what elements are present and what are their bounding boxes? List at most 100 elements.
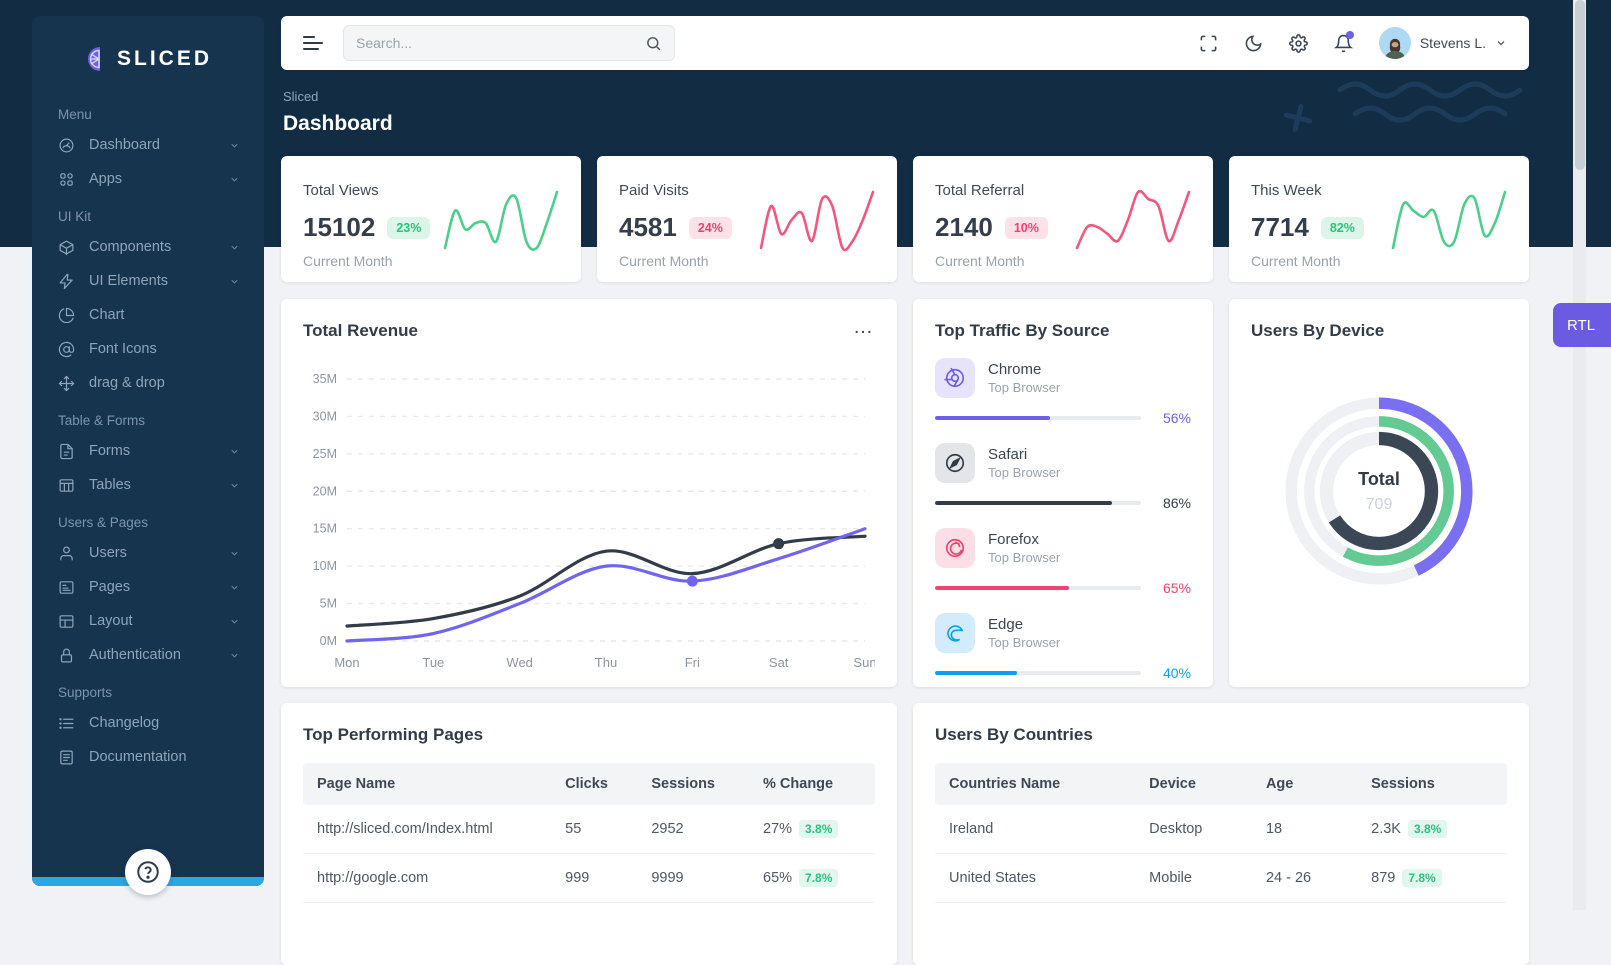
sidebar-item-changelog[interactable]: Changelog [58, 706, 240, 740]
traffic-item-sub: Top Browser [988, 380, 1061, 395]
svg-text:15M: 15M [313, 522, 337, 536]
sidebar-item-drag-drop[interactable]: drag & drop [58, 366, 240, 400]
top-performing-pages-card: Top Performing Pages Page Name Clicks Sess… [281, 703, 897, 965]
menu-toggle-button[interactable] [303, 32, 323, 54]
sidebar-item-layout[interactable]: Layout [58, 604, 240, 638]
pages-card-title: Top Performing Pages [303, 725, 484, 744]
pages-table-cell: 9999 [637, 853, 750, 903]
sidebar-item-forms[interactable]: Forms [58, 434, 240, 468]
help-button[interactable] [125, 849, 171, 895]
sidebar-item-users[interactable]: Users [58, 536, 240, 570]
table-row[interactable]: http://google.com 999 9999 65% 7.8% [303, 853, 875, 903]
firefox-icon [935, 528, 975, 568]
wave-decoration [1337, 81, 1523, 123]
search-box [343, 25, 675, 61]
brand-logo[interactable]: SLICED [32, 30, 264, 88]
table-row[interactable]: Ireland Desktop 18 2.3K 3.8% [935, 805, 1507, 854]
svg-text:30M: 30M [313, 409, 337, 423]
sidebar-item-pages[interactable]: Pages [58, 570, 240, 604]
notifications-button[interactable] [1333, 30, 1354, 53]
traffic-item-head: Chrome Top Browser [935, 358, 1191, 398]
safari-icon [935, 443, 975, 483]
scrollbar-thumb[interactable] [1574, 0, 1585, 170]
breadcrumb[interactable]: Sliced [283, 89, 319, 104]
chrome-icon [935, 358, 975, 398]
traffic-percent-label: 86% [1162, 495, 1191, 511]
series-purple-marker[interactable] [686, 575, 698, 587]
countries-table-header: Sessions [1357, 763, 1507, 805]
sidebar: SLICED Menu Dashboard Apps UI Kit Components… [32, 16, 264, 895]
change-badge: 3.8% [1407, 820, 1448, 838]
traffic-item-sub: Top Browser [988, 465, 1061, 480]
traffic-progress-fill [935, 586, 1069, 590]
sidebar-section-label: Users & Pages [58, 515, 149, 530]
chevron-down-icon [231, 245, 238, 250]
svg-text:Thu: Thu [595, 655, 617, 670]
sidebar-item-chart[interactable]: Chart [58, 298, 240, 332]
stat-card-value-row: 15102 23% [303, 212, 559, 243]
chevron-down-icon [229, 616, 240, 627]
stat-card-total-referral: Total Referral 2140 10% Current Month [913, 156, 1213, 282]
sidebar-item-dashboard[interactable]: Dashboard [58, 128, 240, 162]
rtl-toggle-button[interactable]: RTL [1553, 303, 1611, 347]
users-icon [58, 544, 76, 562]
sidebar-item-authentication[interactable]: Authentication [58, 638, 240, 672]
pages-table-cell: 27% 3.8% [749, 805, 875, 854]
more-options-icon[interactable]: … [853, 316, 875, 338]
chevron-down-icon [229, 480, 240, 491]
traffic-percent-label: 65% [1162, 580, 1191, 596]
table-row[interactable]: United States Mobile 24 - 26 879 7.8% [935, 853, 1507, 903]
documentation-icon [58, 748, 76, 766]
traffic-item-chrome: Chrome Top Browser 56% [935, 358, 1191, 426]
sidebar-item-tables[interactable]: Tables [58, 468, 240, 502]
chevron-down-icon [231, 177, 238, 182]
series-purple [345, 527, 867, 643]
sidebar-item-label: Dashboard [89, 137, 160, 153]
svg-text:0M: 0M [320, 634, 337, 648]
traffic-percent-label: 40% [1162, 665, 1191, 681]
traffic-progress-track [935, 586, 1141, 590]
stat-card-title: Total Views [303, 182, 379, 199]
bell-icon [1333, 34, 1353, 52]
countries-table-cell: Ireland [935, 805, 1136, 854]
table-row[interactable]: http://sliced.com/Index.html 55 2952 27% 3.8… [303, 805, 875, 854]
moon-icon [1245, 34, 1262, 51]
fullscreen-button[interactable] [1199, 34, 1218, 53]
sidebar-item-documentation[interactable]: Documentation [58, 740, 240, 774]
svg-text:Fri: Fri [685, 655, 700, 670]
sidebar-item-font-icons[interactable]: Font Icons [58, 332, 240, 366]
stat-card-badge: 10% [1004, 216, 1048, 239]
device-card-title: Users By Device [1251, 321, 1385, 340]
traffic-item-text: Safari Top Browser [988, 446, 1060, 480]
page-scrollbar[interactable] [1573, 0, 1586, 910]
search-input[interactable] [356, 35, 645, 51]
user-menu[interactable]: Stevens L. [1378, 27, 1507, 59]
countries-table-cell: 24 - 26 [1251, 853, 1358, 903]
pages-table-cell: 65% 7.8% [749, 853, 875, 903]
sidebar-item-label: Chart [89, 307, 125, 323]
notification-dot [1345, 30, 1354, 39]
fullscreen-icon [1200, 35, 1217, 51]
countries-table-header: Age [1251, 763, 1358, 805]
sidebar-item-components[interactable]: Components [58, 230, 240, 264]
sidebar-nav: Menu Dashboard Apps UI Kit Components UI Elem… [32, 88, 264, 774]
chevron-down-icon [231, 585, 238, 590]
svg-text:Tue: Tue [422, 655, 444, 670]
gear-icon [1288, 33, 1308, 53]
series-dark-marker[interactable] [773, 538, 785, 550]
sidebar-item-ui-elements[interactable]: UI Elements [58, 264, 240, 298]
countries-table: Countries Name Device Age Sessions Ireland De… [935, 763, 1507, 903]
stat-card-title: Total Referral [935, 182, 1025, 199]
search-icon[interactable] [645, 35, 662, 52]
stat-card-value-row: 2140 10% [935, 212, 1191, 243]
traffic-percent-label: 56% [1162, 410, 1191, 426]
traffic-item-name: Safari [988, 446, 1028, 463]
svg-text:5M: 5M [320, 597, 337, 611]
sidebar-item-apps[interactable]: Apps [58, 162, 240, 196]
dark-mode-button[interactable] [1244, 34, 1263, 53]
settings-button[interactable] [1288, 33, 1308, 53]
sidebar-item-label: Apps [89, 171, 123, 187]
chevron-down-icon [231, 551, 238, 556]
avatar [1378, 27, 1411, 59]
pages-table-header: Clicks [551, 763, 638, 805]
